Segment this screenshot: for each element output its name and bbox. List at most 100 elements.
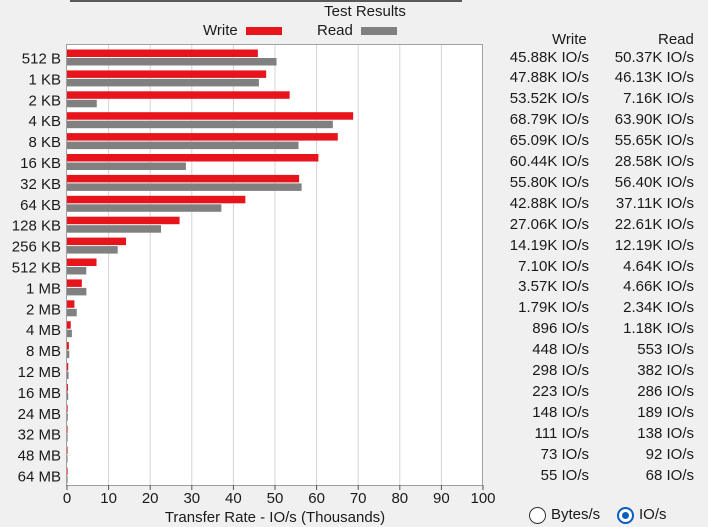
y-category-label: 512 KB [12, 260, 61, 277]
x-tick-label: 40 [225, 490, 242, 507]
y-category-label: 512 B [22, 51, 61, 68]
x-tick-label: 60 [308, 490, 325, 507]
read-value-cell: 50.37K IO/s [614, 48, 694, 66]
write-bar [67, 112, 354, 120]
read-value-cell: 4.64K IO/s [623, 257, 694, 275]
chart-title: Test Results [324, 3, 406, 20]
read-value-cell: 68 IO/s [645, 466, 694, 484]
x-tick-label: 100 [470, 490, 495, 507]
read-column-header: Read [658, 31, 694, 48]
write-bar [67, 383, 68, 392]
legend-write-swatch [246, 27, 282, 35]
write-bar [67, 70, 267, 78]
read-bar [67, 99, 97, 108]
legend-read-swatch [361, 27, 397, 35]
write-value-cell: 298 IO/s [532, 362, 589, 379]
write-bar [67, 49, 258, 57]
y-category-label: 2 KB [28, 92, 61, 109]
y-category-label: 64 KB [20, 197, 61, 214]
read-bar [67, 225, 162, 233]
read-bar [67, 392, 69, 400]
read-bar [67, 455, 68, 463]
write-value-cell: 60.44K IO/s [509, 153, 589, 170]
bytes-per-second-radio[interactable]: Bytes/s [529, 505, 600, 525]
radio-selected-dot [622, 511, 629, 519]
x-tick-label: 0 [63, 490, 71, 507]
y-category-label: 8 MB [26, 343, 61, 360]
write-bar [67, 300, 75, 308]
write-value-cell: 42.88K IO/s [509, 194, 589, 212]
read-bar [67, 246, 118, 254]
x-tick-label: 30 [183, 490, 200, 507]
read-bar [67, 308, 77, 317]
io-per-second-radio[interactable]: IO/s [617, 505, 667, 525]
write-bar [67, 133, 338, 141]
write-value-cell: 53.52K IO/s [509, 90, 589, 108]
write-value-cell: 14.19K IO/s [509, 236, 589, 254]
read-value-cell: 138 IO/s [637, 424, 694, 442]
write-column-header: Write [552, 31, 587, 48]
io-radio-label[interactable]: IO/s [639, 506, 667, 523]
read-bar [67, 183, 302, 191]
write-value-cell: 148 IO/s [532, 403, 589, 421]
write-bar [67, 174, 300, 183]
read-value-cell: 189 IO/s [637, 403, 694, 421]
write-bar [67, 258, 97, 266]
read-bar [67, 162, 186, 170]
top-divider-line [70, 0, 462, 2]
read-bar [67, 141, 299, 150]
write-bar [67, 237, 127, 246]
write-value-cell: 448 IO/s [532, 341, 589, 359]
read-value-cell: 286 IO/s [637, 382, 694, 400]
write-value-cell: 68.79K IO/s [509, 111, 589, 129]
write-value-cell: 7.10K IO/s [518, 257, 589, 275]
io-radio-circle[interactable] [617, 506, 634, 524]
read-value-cell: 1.18K IO/s [623, 320, 694, 338]
read-value-cell: 63.90K IO/s [614, 111, 694, 129]
write-bar [67, 279, 82, 287]
y-category-label: 64 MB [18, 469, 61, 486]
read-value-cell: 4.66K IO/s [623, 278, 694, 296]
y-category-label: 256 KB [12, 239, 61, 256]
y-category-label: 32 MB [18, 427, 61, 444]
y-category-label: 32 KB [20, 176, 61, 193]
read-value-cell: 92 IO/s [645, 445, 694, 463]
write-bar [67, 91, 290, 99]
read-bar [67, 476, 68, 484]
write-bar [67, 321, 71, 329]
y-category-label: 8 KB [28, 134, 61, 151]
x-tick-label: 50 [267, 490, 284, 507]
bytes-radio-circle[interactable] [529, 506, 546, 524]
read-bar [67, 78, 259, 87]
read-value-cell: 382 IO/s [637, 362, 694, 379]
write-value-cell: 1.79K IO/s [518, 299, 589, 317]
y-category-label: 16 MB [18, 385, 61, 402]
read-bar [67, 413, 68, 421]
read-value-cell: 553 IO/s [637, 341, 694, 359]
write-value-cell: 896 IO/s [532, 320, 589, 338]
bytes-radio-label[interactable]: Bytes/s [551, 506, 601, 523]
y-category-label: 12 MB [18, 364, 61, 381]
write-bar [67, 425, 68, 434]
legend-write-label: Write [203, 22, 238, 39]
write-value-cell: 223 IO/s [532, 382, 589, 400]
y-category-label: 1 MB [26, 280, 61, 297]
write-value-cell: 3.57K IO/s [518, 278, 589, 296]
write-value-cell: 55.80K IO/s [509, 173, 589, 191]
read-bar [67, 329, 72, 338]
read-value-cell: 37.11K IO/s [615, 194, 694, 212]
write-value-cell: 45.88K IO/s [509, 48, 589, 66]
write-bar [67, 154, 319, 162]
write-value-cell: 47.88K IO/s [509, 69, 589, 87]
read-value-cell: 46.13K IO/s [614, 69, 694, 87]
write-value-cell: 65.09K IO/s [509, 132, 589, 150]
x-tick-label: 10 [100, 490, 117, 507]
write-bar [67, 446, 68, 455]
write-value-cell: 73 IO/s [540, 445, 589, 463]
read-bar [67, 120, 333, 129]
top-strip [0, 0, 708, 4]
read-bar [67, 267, 87, 275]
y-category-label: 4 MB [26, 322, 61, 339]
write-value-cell: 55 IO/s [540, 466, 589, 484]
